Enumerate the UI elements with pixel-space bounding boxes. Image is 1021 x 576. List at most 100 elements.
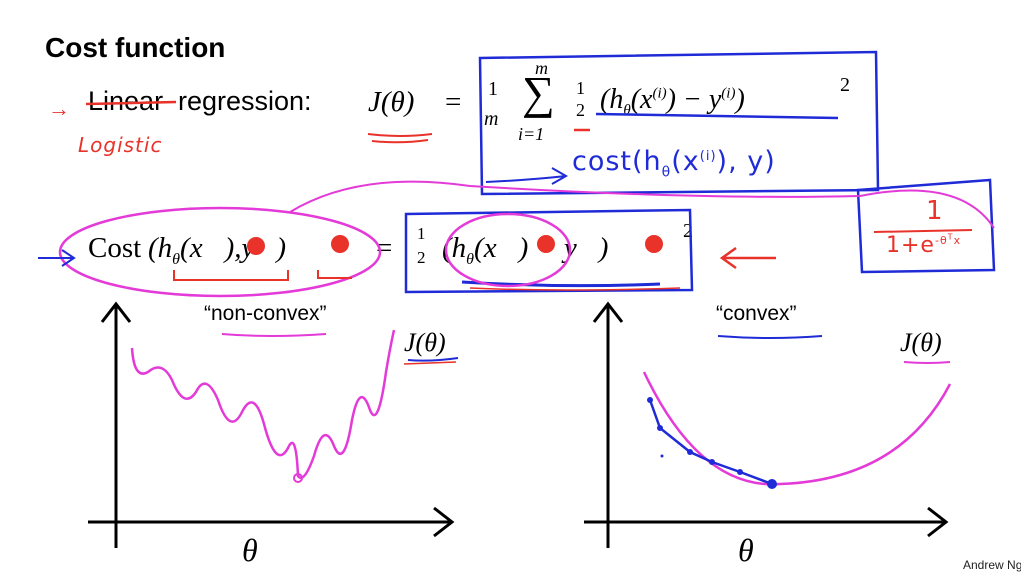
hw-end: ), y): [716, 146, 776, 177]
line2-blue-box: [404, 208, 694, 294]
squared-error-strike: [595, 112, 839, 120]
sigmoid-blue-box: [856, 178, 996, 274]
sigmoid-denominator: 1+e-θTx: [886, 232, 961, 258]
struck-x-sup: (i): [652, 85, 667, 102]
slide-title: Cost function: [45, 32, 226, 63]
convex-label: “convex”: [716, 302, 797, 325]
author-footer: Andrew Ng: [963, 558, 1021, 572]
se-x: x: [483, 232, 497, 264]
left-blue-arrow: [38, 249, 76, 267]
descent-step-2: [657, 425, 663, 431]
nonconvex-curve: [130, 329, 396, 479]
power-two-1: 2: [840, 74, 850, 96]
y-red-bracket: [317, 270, 352, 279]
left-theta-axis-label: θ: [242, 532, 258, 568]
half-num-2: 1: [417, 224, 426, 243]
convex-underline: [717, 335, 823, 339]
right-theta-axis-label: θ: [738, 532, 754, 568]
close-paren-comma: ),: [224, 232, 242, 264]
convex-curve: [642, 371, 952, 486]
cost-word: Cost: [88, 232, 142, 264]
descent-min: [767, 479, 777, 489]
descent-step-3: [687, 449, 693, 455]
x-symbol: x: [189, 232, 203, 264]
right-x-arrowhead: [927, 506, 949, 538]
red-arrow-annotation: →: [48, 96, 70, 121]
right-j-theta-label: J(θ): [900, 328, 942, 357]
sum-lower-limit: i=1: [518, 124, 545, 144]
half-den-2: 2: [417, 248, 426, 267]
handwritten-cost-term: cost(hθ(x(i)), y): [572, 146, 776, 180]
blue-arrow-to-cost: [485, 167, 569, 185]
hw-cost: cost(h: [572, 146, 662, 177]
j-theta-lhs: J(θ): [368, 86, 415, 118]
se-close-2: ): [598, 232, 609, 264]
struck-x: (x: [630, 84, 653, 115]
hx-magenta-ellipse: [444, 212, 572, 288]
hw-i: (i): [699, 149, 717, 164]
left-jtheta-underline: [407, 357, 459, 362]
descent-step-4: [709, 459, 715, 465]
red-blot-1: [247, 237, 265, 255]
open-paren: (: [148, 232, 158, 264]
red-blot-2: [331, 235, 349, 253]
se-open-2: (: [474, 232, 484, 264]
linear-strike: [85, 100, 177, 106]
magenta-connector: [289, 180, 995, 229]
sig-exp: -θ: [934, 233, 948, 247]
descent-step-5: [737, 469, 743, 475]
half-num-1: 1: [576, 78, 585, 98]
open-paren-2: (: [180, 232, 190, 264]
se-theta: θ: [466, 250, 475, 268]
one-over-m-den: m: [484, 108, 499, 130]
sigmoid-fraction-bar: [873, 229, 973, 233]
left-j-theta-label: J(θ): [404, 328, 446, 357]
line2-red-underline: [469, 287, 681, 291]
jtheta-underline: [367, 133, 433, 144]
linear-word: Linear: [88, 86, 164, 116]
sig-den-base: 1+e: [886, 232, 935, 258]
power-two-2: 2: [683, 220, 693, 242]
left-x-arrowhead: [433, 506, 455, 538]
cost-magenta-ellipse: [58, 206, 382, 298]
handwritten-logistic: Logistic: [78, 133, 163, 157]
struck-open: (h: [600, 84, 624, 115]
hw-theta: θ: [661, 164, 672, 181]
nonconvex-label: “non-convex”: [204, 302, 327, 325]
left-y-arrowhead: [100, 301, 132, 323]
right-jtheta-underline: [903, 361, 951, 364]
x-red-bracket: [173, 270, 289, 281]
sig-exp-x: x: [953, 233, 962, 247]
stray-dot: [660, 454, 664, 458]
close-paren: ): [276, 232, 287, 264]
h-symbol: h: [157, 232, 173, 264]
sum-upper-limit: m: [535, 58, 548, 78]
red-left-arrow: [719, 246, 776, 270]
cost-args: (hθ(x),y): [148, 232, 286, 269]
struck-y-sup: (i): [721, 85, 736, 102]
sig-exp-t: T: [947, 232, 954, 241]
red-blot-4: [645, 235, 663, 253]
descent-step-1: [647, 397, 653, 403]
theta-sub: θ: [172, 250, 181, 268]
equals-sign-1: =: [445, 86, 462, 118]
struck-minus-y: ) − y: [666, 84, 722, 115]
regression-word: regression:: [178, 86, 312, 116]
sigmoid-numerator: 1: [926, 196, 944, 226]
left-jtheta-red-underline: [403, 361, 457, 365]
right-y-arrowhead: [592, 301, 624, 323]
struck-theta-sub: θ: [623, 102, 631, 119]
line1-blue-box: [478, 50, 880, 196]
struck-squared-error: (hθ(x(i)) − y(i)): [600, 84, 745, 120]
nonconvex-min-point: [293, 473, 303, 483]
sum-symbol: ∑: [522, 67, 555, 118]
half-den-1: 2: [576, 100, 585, 120]
descent-path: [648, 399, 773, 486]
hw-x: (x: [671, 146, 700, 177]
se-close: ): [518, 232, 529, 264]
red-blot-3: [537, 235, 555, 253]
se-h: h: [451, 232, 467, 264]
nonconvex-underline: [221, 333, 327, 337]
one-over-m-num: 1: [488, 78, 498, 100]
